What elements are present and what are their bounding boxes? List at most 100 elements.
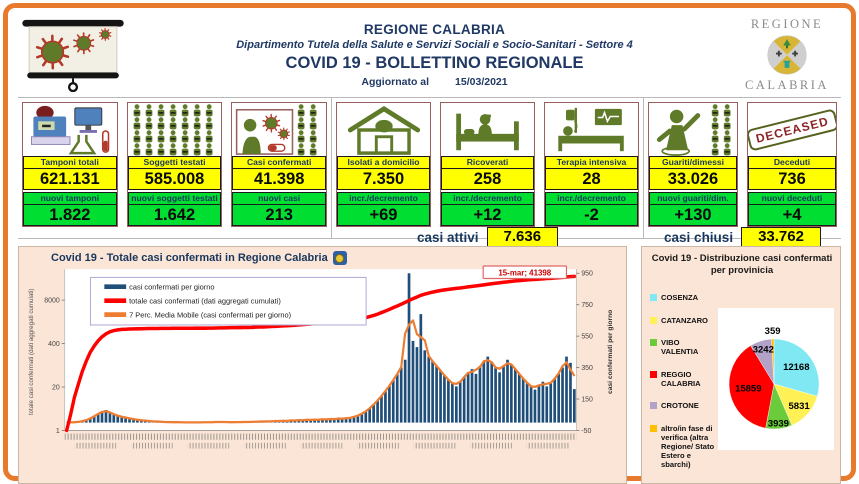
svg-text:12168: 12168 bbox=[783, 362, 809, 373]
legend-item-altro: altro/in fase di verifica (altra Regione… bbox=[650, 424, 716, 469]
svg-text:359: 359 bbox=[765, 326, 781, 337]
stat-card-tamponi: Tamponi totali 621.131 nuovi tamponi 1.8… bbox=[22, 102, 118, 227]
casi-chiusi-label: casi chiusi bbox=[664, 229, 734, 245]
svg-text:8000: 8000 bbox=[44, 297, 59, 305]
header-titles: REGIONE CALABRIA Dipartimento Tutela del… bbox=[136, 22, 733, 88]
globe-badge-icon bbox=[332, 251, 347, 265]
card-label: Casi confermati bbox=[232, 156, 327, 169]
combo-chart-panel: Covid 19 - Totale casi confermati in Reg… bbox=[18, 246, 627, 484]
card-sub-value: 1.642 bbox=[127, 205, 222, 226]
card-label: Terapia intensiva bbox=[545, 156, 638, 169]
svg-text:casi confermati per giorno: casi confermati per giorno bbox=[129, 282, 214, 291]
card-value: 621.131 bbox=[23, 169, 117, 190]
legend-swatch bbox=[650, 294, 657, 301]
card-value: 7.350 bbox=[337, 169, 430, 190]
card-label: Soggetti testati bbox=[127, 156, 222, 169]
card-value: 258 bbox=[441, 169, 534, 190]
header: REGIONE CALABRIA Dipartimento Tutela del… bbox=[18, 13, 841, 97]
legend-item-vibo: VIBO VALENTIA bbox=[650, 338, 716, 356]
card-value: 41.398 bbox=[232, 169, 327, 190]
svg-text:20: 20 bbox=[52, 383, 60, 391]
legend-item-crotone: CROTONE bbox=[650, 401, 716, 410]
updated-row: Aggiornato al 15/03/2021 bbox=[136, 76, 733, 88]
card-sub-value: +69 bbox=[337, 205, 430, 226]
legend-swatch bbox=[650, 316, 657, 324]
stats-group-active: Isolati a domicilio 7.350 incr./decremen… bbox=[332, 98, 644, 247]
calabria-emblem-icon bbox=[767, 35, 807, 75]
logo-text-bottom: CALABRIA bbox=[745, 78, 829, 92]
svg-text:3939: 3939 bbox=[768, 418, 789, 429]
stat-card-deceduti: DECEASED Deceduti 736 nuovi deceduti +4 bbox=[747, 102, 837, 227]
card-sub-label: incr./decremento bbox=[441, 192, 534, 205]
stat-card-guariti: Guariti/dimessi 33.026 nuovi guariti/dim… bbox=[648, 102, 738, 227]
card-sub-value: +130 bbox=[649, 205, 737, 226]
legend-item-cosenza: COSENZA bbox=[650, 293, 716, 302]
people-grid-icon bbox=[128, 103, 222, 156]
infected-person-icon bbox=[232, 103, 326, 156]
virus-board-svg bbox=[22, 19, 124, 92]
page-frame: REGIONE CALABRIA Dipartimento Tutela del… bbox=[3, 3, 856, 484]
hospital-bed-icon bbox=[441, 103, 534, 156]
stat-card-terapia: Terapia intensiva 28 incr./decremento -2 bbox=[544, 102, 639, 227]
card-sub-label: nuovi deceduti bbox=[748, 192, 836, 205]
stat-card-confermati: Casi confermati 41.398 nuovi casi 213 bbox=[231, 102, 328, 227]
casi-attivi-label: casi attivi bbox=[416, 229, 479, 245]
card-label: Guariti/dimessi bbox=[649, 156, 737, 169]
charts-row: Covid 19 - Totale casi confermati in Reg… bbox=[18, 246, 841, 484]
virus-screen-icon bbox=[18, 14, 136, 97]
legend-item-catanzaro: CATANZARO bbox=[650, 316, 716, 325]
card-sub-label: incr./decremento bbox=[337, 192, 430, 205]
updated-label: Aggiornato al bbox=[361, 76, 430, 88]
home-isolation-icon bbox=[337, 103, 430, 156]
region-name: REGIONE CALABRIA bbox=[363, 22, 506, 37]
card-sub-label: nuovi guariti/dim. bbox=[649, 192, 737, 205]
svg-text:7 Perc. Media Mobile (casi con: 7 Perc. Media Mobile (casi confermati pe… bbox=[129, 310, 291, 319]
svg-text:-50: -50 bbox=[581, 427, 591, 435]
pie-legend: COSENZA CATANZARO VIBO VALENTIA REGGIO C… bbox=[650, 279, 718, 479]
svg-text:casi confermati per giorno: casi confermati per giorno bbox=[607, 310, 614, 394]
legend-swatch bbox=[650, 402, 657, 410]
card-value: 585.008 bbox=[127, 169, 222, 190]
svg-text:350: 350 bbox=[581, 364, 593, 372]
card-value: 33.026 bbox=[649, 169, 737, 190]
svg-text:400: 400 bbox=[48, 340, 60, 348]
card-label: Tamponi totali bbox=[23, 156, 117, 169]
svg-text:15-mar; 41398: 15-mar; 41398 bbox=[498, 268, 551, 277]
recovered-person-icon bbox=[649, 103, 737, 156]
stats-band: Tamponi totali 621.131 nuovi tamponi 1.8… bbox=[18, 97, 841, 247]
card-value: 736 bbox=[748, 169, 836, 190]
stat-card-ricoverati: Ricoverati 258 incr./decremento +12 bbox=[440, 102, 535, 227]
card-value: 28 bbox=[545, 169, 638, 190]
stats-group-testing: Tamponi totali 621.131 nuovi tamponi 1.8… bbox=[18, 98, 332, 238]
stats-group-closed: Guariti/dimessi 33.026 nuovi guariti/dim… bbox=[644, 98, 841, 247]
stat-card-isolati: Isolati a domicilio 7.350 incr./decremen… bbox=[336, 102, 431, 227]
calabria-logo: REGIONE CALABRIA bbox=[733, 17, 841, 93]
legend-swatch bbox=[650, 339, 657, 347]
stat-card-soggetti: Soggetti testati 585.008 nuovi soggetti … bbox=[126, 102, 223, 227]
card-label: Ricoverati bbox=[441, 156, 534, 169]
combo-chart-svg: 1 20 400 8000 -50 150 350 550 750 950 tot… bbox=[29, 265, 614, 449]
combo-chart-title: Covid 19 - Totale casi confermati in Reg… bbox=[51, 252, 328, 264]
casi-chiusi-value: 33.762 bbox=[741, 227, 821, 247]
logo-text-top: REGIONE bbox=[750, 17, 824, 31]
card-label: Deceduti bbox=[748, 156, 836, 169]
pie-chart-panel: Covid 19 - Distribuzione casi confermati… bbox=[641, 246, 841, 484]
legend-item-reggio: REGGIO CALABRIA bbox=[650, 370, 716, 388]
casi-attivi-row: casi attivi 7.636 bbox=[332, 227, 643, 247]
svg-text:750: 750 bbox=[581, 301, 593, 309]
card-sub-label: incr./decremento bbox=[545, 192, 638, 205]
card-sub-value: +4 bbox=[748, 205, 836, 226]
svg-text:5831: 5831 bbox=[789, 401, 811, 412]
deceased-stamp-icon: DECEASED bbox=[748, 103, 836, 156]
svg-text:950: 950 bbox=[581, 270, 593, 278]
svg-text:550: 550 bbox=[581, 333, 593, 341]
card-sub-label: nuovi soggetti testati bbox=[127, 192, 222, 205]
card-sub-label: nuovi tamponi bbox=[23, 192, 117, 205]
card-sub-value: +12 bbox=[441, 205, 534, 226]
svg-text:3242: 3242 bbox=[753, 345, 774, 356]
bulletin-title: COVID 19 - BOLLETTINO REGIONALE bbox=[285, 54, 584, 72]
card-label: Isolati a domicilio bbox=[337, 156, 430, 169]
svg-text:1: 1 bbox=[56, 427, 60, 435]
intensive-care-icon bbox=[545, 103, 638, 156]
